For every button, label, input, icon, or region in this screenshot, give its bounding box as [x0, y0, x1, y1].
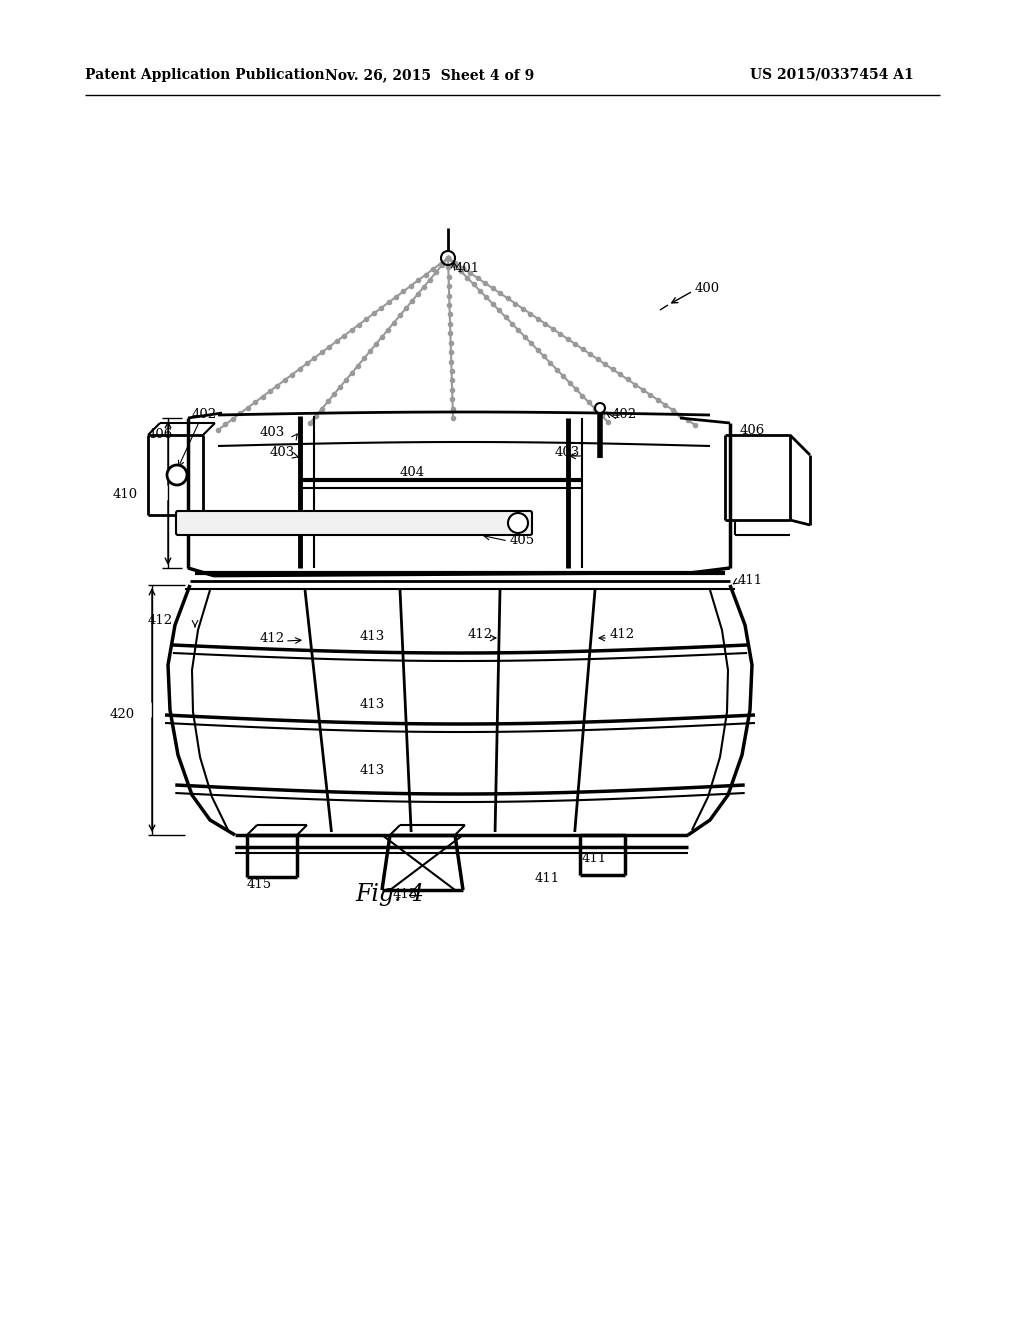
Text: 402: 402 [193, 408, 217, 421]
Text: 413: 413 [360, 698, 385, 711]
Text: 412: 412 [260, 631, 285, 644]
Text: 406: 406 [740, 424, 765, 437]
Text: 412: 412 [147, 614, 173, 627]
Text: 411: 411 [738, 573, 763, 586]
Text: 410: 410 [113, 488, 138, 502]
Text: 404: 404 [400, 466, 425, 479]
FancyBboxPatch shape [176, 511, 532, 535]
Text: 420: 420 [110, 709, 135, 722]
Text: 413: 413 [360, 763, 385, 776]
Text: 402: 402 [612, 408, 637, 421]
Circle shape [595, 403, 605, 413]
Text: 411: 411 [582, 851, 607, 865]
Text: 403: 403 [270, 446, 295, 458]
Text: Fig. 4: Fig. 4 [355, 883, 425, 907]
Text: 403: 403 [555, 446, 581, 458]
Circle shape [167, 465, 187, 484]
Text: 413: 413 [360, 631, 385, 644]
Text: Nov. 26, 2015  Sheet 4 of 9: Nov. 26, 2015 Sheet 4 of 9 [326, 69, 535, 82]
Text: US 2015/0337454 A1: US 2015/0337454 A1 [750, 69, 913, 82]
Text: 403: 403 [260, 426, 286, 440]
Text: 401: 401 [455, 261, 480, 275]
Text: 415: 415 [393, 888, 418, 902]
Text: 415: 415 [247, 878, 272, 891]
Text: 412: 412 [468, 628, 494, 642]
Text: 400: 400 [695, 281, 720, 294]
Text: 405: 405 [510, 533, 536, 546]
Text: 406: 406 [148, 429, 173, 441]
Text: 412: 412 [610, 628, 635, 642]
Circle shape [508, 513, 528, 533]
Text: 411: 411 [535, 871, 560, 884]
Text: Patent Application Publication: Patent Application Publication [85, 69, 325, 82]
